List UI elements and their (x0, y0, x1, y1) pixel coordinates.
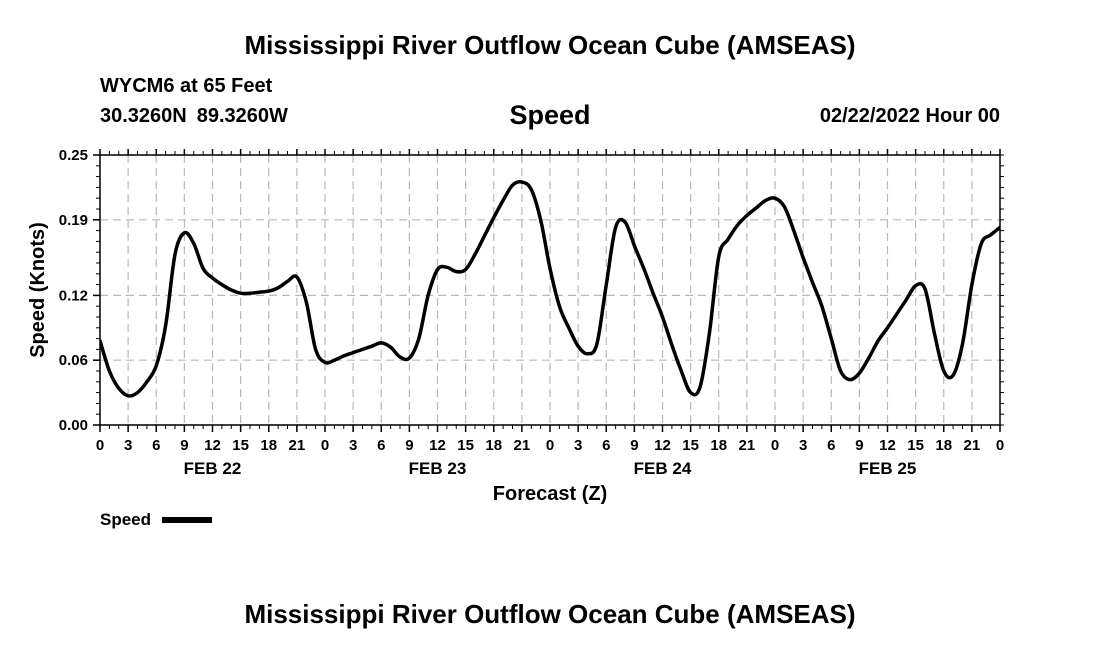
x-tick-label: 12 (204, 437, 221, 454)
x-tick-label: 6 (152, 437, 160, 454)
x-tick-label: 21 (289, 437, 306, 454)
x-tick-label: 6 (602, 437, 610, 454)
x-tick-label: 18 (935, 437, 952, 454)
legend: Speed (100, 510, 212, 529)
parameter-label: Speed (509, 100, 591, 130)
y-tick-label: 0.25 (59, 147, 88, 164)
latitude-label: 30.3260N (100, 105, 187, 127)
x-tick-label: 9 (405, 437, 413, 454)
day-label: FEB 23 (409, 459, 467, 478)
x-tick-label: 12 (654, 437, 671, 454)
x-tick-label: 9 (180, 437, 188, 454)
x-tick-label: 0 (996, 437, 1004, 454)
x-tick-label: 18 (710, 437, 727, 454)
x-tick-label: 15 (232, 437, 249, 454)
day-label: FEB 25 (859, 459, 917, 478)
y-tick-label: 0.00 (59, 417, 88, 434)
x-axis-label: Forecast (Z) (493, 483, 607, 505)
longitude-label: 89.3260W (196, 105, 288, 127)
x-tick-label: 21 (514, 437, 531, 454)
x-tick-label: 15 (907, 437, 924, 454)
x-tick-label: 9 (630, 437, 638, 454)
y-axis-label: Speed (Knots) (27, 222, 49, 358)
chart-title: Mississippi River Outflow Ocean Cube (AM… (244, 30, 856, 60)
x-tick-label: 0 (771, 437, 779, 454)
day-label: FEB 22 (184, 459, 242, 478)
x-tick-label: 9 (855, 437, 863, 454)
x-tick-label: 15 (457, 437, 474, 454)
legend-label: Speed (100, 510, 151, 529)
x-tick-label: 3 (124, 437, 132, 454)
x-tick-label: 21 (964, 437, 981, 454)
station-label: WYCM6 at 65 Feet (100, 75, 273, 97)
x-tick-label: 3 (574, 437, 582, 454)
x-tick-label: 21 (739, 437, 756, 454)
speed-series-line (100, 180, 1000, 398)
y-tick-label: 0.19 (59, 212, 88, 229)
footer-title: Mississippi River Outflow Ocean Cube (AM… (244, 599, 856, 629)
x-tick-label: 6 (827, 437, 835, 454)
x-tick-label: 0 (546, 437, 554, 454)
x-tick-label: 18 (485, 437, 502, 454)
x-tick-label: 3 (349, 437, 357, 454)
x-tick-label: 3 (799, 437, 807, 454)
y-tick-label: 0.12 (59, 287, 88, 304)
x-tick-label: 0 (321, 437, 329, 454)
x-tick-label: 18 (260, 437, 277, 454)
x-tick-label: 12 (429, 437, 446, 454)
x-tick-label: 6 (377, 437, 385, 454)
x-tick-label: 15 (682, 437, 699, 454)
day-label: FEB 24 (634, 459, 692, 478)
forecast-datetime: 02/22/2022 Hour 00 (819, 105, 1000, 127)
y-tick-label: 0.06 (59, 352, 88, 369)
x-tick-label: 12 (879, 437, 896, 454)
coordinates: 30.3260N 89.3260W (100, 105, 288, 128)
plot-frame (99, 154, 1001, 426)
x-tick-label: 0 (96, 437, 104, 454)
